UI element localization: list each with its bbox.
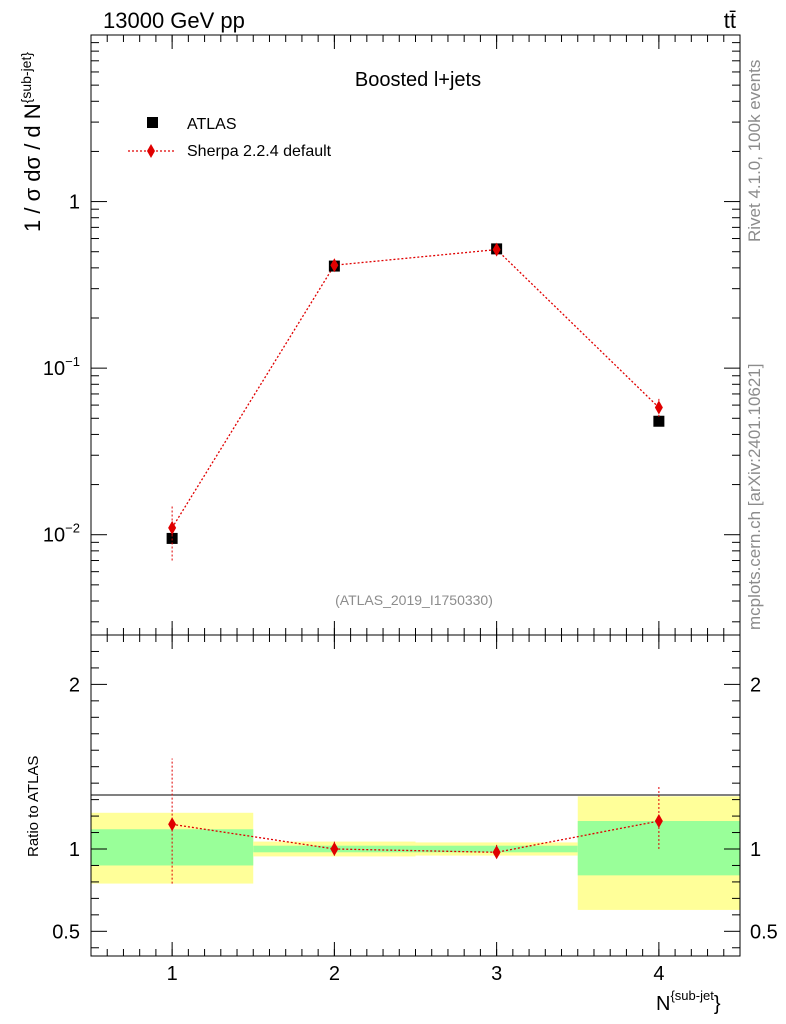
ratio-y-tick-label-right: 2 bbox=[750, 674, 761, 696]
legend-sherpa-label: Sherpa 2.2.4 default bbox=[187, 143, 332, 160]
atlas-point bbox=[166, 532, 178, 544]
x-axis-label: N{sub-jet} bbox=[656, 988, 721, 1015]
legend-atlas-label: ATLAS bbox=[187, 116, 237, 133]
legend: ATLAS Sherpa 2.2.4 default bbox=[128, 116, 332, 160]
ratio-y-tick-label-left: 2 bbox=[69, 674, 80, 696]
atlas-point bbox=[653, 415, 665, 427]
sherpa-point bbox=[168, 520, 177, 535]
ratio-sherpa-point bbox=[330, 842, 339, 856]
ratio-ticks: 0.5 0.5 1 1 2 2 1 2 3 4 bbox=[52, 634, 778, 985]
main-y-tick-label: 10−2 bbox=[43, 521, 80, 547]
ratio-sherpa-point bbox=[492, 845, 501, 860]
ratio-sherpa-point bbox=[168, 817, 177, 832]
main-ticks: 10−2 10−1 1 bbox=[43, 34, 741, 635]
legend-atlas-marker bbox=[147, 117, 158, 128]
x-tick-label: 1 bbox=[167, 963, 178, 985]
sherpa-line bbox=[171, 248, 660, 529]
main-y-tick-label: 10−1 bbox=[43, 354, 80, 380]
ratio-y-tick-label-right: 0.5 bbox=[750, 921, 778, 943]
ratio-ylabel: Ratio to ATLAS bbox=[25, 756, 42, 857]
rivet-label: Rivet 4.1.0, 100k events bbox=[745, 60, 764, 242]
analysis-watermark: (ATLAS_2019_I1750330) bbox=[335, 592, 493, 608]
ratio-marks bbox=[168, 758, 663, 884]
main-title: Boosted l+jets bbox=[355, 69, 481, 91]
process-label: tt̄ bbox=[724, 8, 736, 33]
main-panel: 10−2 10−1 1 Boosted l+jets (ATLAS_2019_I17… bbox=[18, 34, 741, 636]
mcplots-label: mcplots.cern.ch [arXiv:2401.10621] bbox=[745, 364, 764, 630]
x-tick-label: 4 bbox=[653, 963, 664, 985]
sherpa-point bbox=[330, 258, 339, 273]
sherpa-point bbox=[654, 400, 663, 415]
x-tick-label: 2 bbox=[329, 963, 340, 985]
ratio-y-tick-label-left: 1 bbox=[69, 839, 80, 861]
ratio-y-tick-label-right: 1 bbox=[750, 839, 761, 861]
energy-label: 13000 GeV pp bbox=[103, 8, 245, 33]
ratio-sherpa-line bbox=[172, 820, 659, 853]
main-y-tick-label: 1 bbox=[69, 192, 80, 214]
ratio-sherpa-point bbox=[654, 814, 663, 829]
sherpa-point bbox=[492, 242, 501, 257]
main-ylabel: 1 / σ dσ / d N{sub-jet} bbox=[18, 52, 45, 232]
ratio-panel: 0.5 0.5 1 1 2 2 1 2 3 4 Ratio to ATLAS N{sub-jet} bbox=[25, 634, 778, 1015]
main-marks bbox=[166, 242, 665, 561]
legend-sherpa-marker bbox=[147, 144, 155, 158]
x-tick-label: 3 bbox=[491, 963, 502, 985]
ratio-y-tick-label-left: 0.5 bbox=[52, 921, 80, 943]
ratio-bands bbox=[91, 796, 740, 910]
